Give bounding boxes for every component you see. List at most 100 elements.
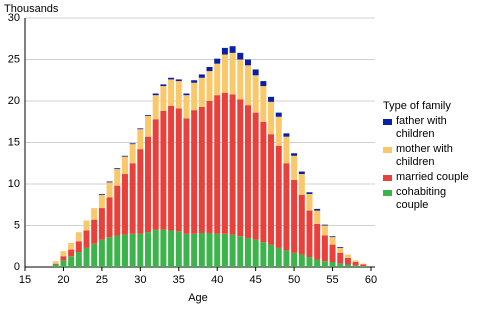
legend: Type of family father with children mothe… — [383, 100, 499, 212]
bar-segment — [352, 260, 359, 263]
y-tick-label: 15 — [8, 136, 20, 148]
bar-segment — [152, 93, 159, 96]
bar-segment — [83, 230, 90, 248]
bar-segment — [337, 263, 344, 267]
bar-segment — [68, 256, 75, 267]
bar-segment — [298, 254, 305, 267]
bar-segment — [91, 219, 98, 244]
bar-segment — [306, 193, 313, 211]
legend-label: married couple — [396, 171, 469, 183]
bar-segment — [114, 185, 121, 236]
bar-segment — [52, 264, 59, 267]
bar-segment — [168, 105, 175, 231]
bar-segment — [175, 231, 182, 267]
bar-segment — [121, 155, 128, 157]
legend-label: mother with children — [396, 143, 453, 168]
bar-segment — [183, 93, 190, 96]
bar-segment — [337, 247, 344, 253]
bar-segment — [175, 79, 182, 82]
bar-segment — [344, 257, 351, 265]
bar-segment — [129, 144, 136, 164]
bar-segment — [129, 163, 136, 234]
bar-segment — [229, 234, 236, 267]
bar-segment — [129, 143, 136, 145]
bar-segment — [244, 65, 251, 106]
bar-segment — [283, 136, 290, 164]
bar-segment — [268, 134, 275, 245]
bar-segment — [306, 210, 313, 258]
bar-segment — [252, 69, 259, 76]
bar-segment — [198, 77, 205, 107]
bar-segment — [137, 129, 144, 150]
bar-segment — [260, 242, 267, 267]
bar-segment — [221, 233, 228, 267]
bar-segment — [360, 264, 367, 267]
bar-segment — [106, 181, 113, 183]
bar-segment — [221, 92, 228, 234]
bar-segment — [175, 81, 182, 109]
bar-segment — [244, 105, 251, 238]
bar-segment — [198, 74, 205, 78]
bar-segment — [221, 47, 228, 55]
x-tick-label: 20 — [57, 274, 69, 286]
bar-segment — [275, 112, 282, 117]
bar-segment — [160, 84, 167, 87]
bar-segment — [183, 233, 190, 267]
bar-segment — [260, 121, 267, 243]
bar-segment — [344, 264, 351, 267]
bar-segment — [183, 118, 190, 234]
x-tick-label: 55 — [326, 274, 338, 286]
bar-segment — [344, 254, 351, 258]
bar-segment — [206, 101, 213, 233]
bar-segment — [237, 236, 244, 267]
bar-segment — [206, 66, 213, 72]
bar-segment — [360, 266, 367, 267]
bar-segment — [329, 262, 336, 267]
bar-segment — [291, 153, 298, 156]
bar-segment — [206, 232, 213, 267]
bar-segment — [121, 156, 128, 175]
bar-segment — [137, 233, 144, 267]
bar-segment — [114, 168, 121, 170]
bar-segment — [106, 197, 113, 238]
bar-segment — [321, 235, 328, 262]
bar-segment — [260, 86, 267, 122]
legend-swatch — [383, 175, 392, 181]
bar-segment — [252, 112, 259, 240]
bar-segment — [244, 237, 251, 267]
bar-segment — [306, 192, 313, 194]
y-tick-label: 30 — [8, 12, 20, 24]
bar-segment — [52, 263, 59, 265]
x-tick-label: 30 — [134, 274, 146, 286]
bar-segment — [244, 59, 251, 66]
bar-segment — [121, 234, 128, 267]
bar-segment — [298, 194, 305, 255]
bar-segment — [52, 261, 59, 264]
bar-segment — [183, 95, 190, 119]
y-tick-label: 0 — [14, 261, 20, 273]
bar-segment — [191, 110, 198, 234]
bar-segment — [275, 145, 282, 248]
bar-segment — [160, 86, 167, 111]
bar-segment — [168, 79, 175, 106]
bar-segment — [306, 257, 313, 267]
bar-segment — [229, 94, 236, 235]
y-tick-label: 25 — [8, 53, 20, 65]
bar-segment — [329, 244, 336, 263]
bar-segment — [191, 233, 198, 267]
bar-segment — [106, 237, 113, 267]
bar-segment — [298, 171, 305, 175]
bar-segment — [114, 169, 121, 186]
y-tick-label: 5 — [14, 219, 20, 231]
bar-segment — [137, 128, 144, 130]
legend-item: cohabiting couple — [383, 186, 499, 212]
bar-segment — [221, 54, 228, 93]
bar-segment — [98, 208, 105, 240]
bar-segment — [291, 155, 298, 180]
bar-segment — [114, 235, 121, 267]
bar-segment — [321, 261, 328, 267]
bar-segment — [268, 244, 275, 267]
legend-swatch — [383, 119, 392, 125]
bar-segment — [314, 223, 321, 260]
bar-segment — [168, 77, 175, 80]
